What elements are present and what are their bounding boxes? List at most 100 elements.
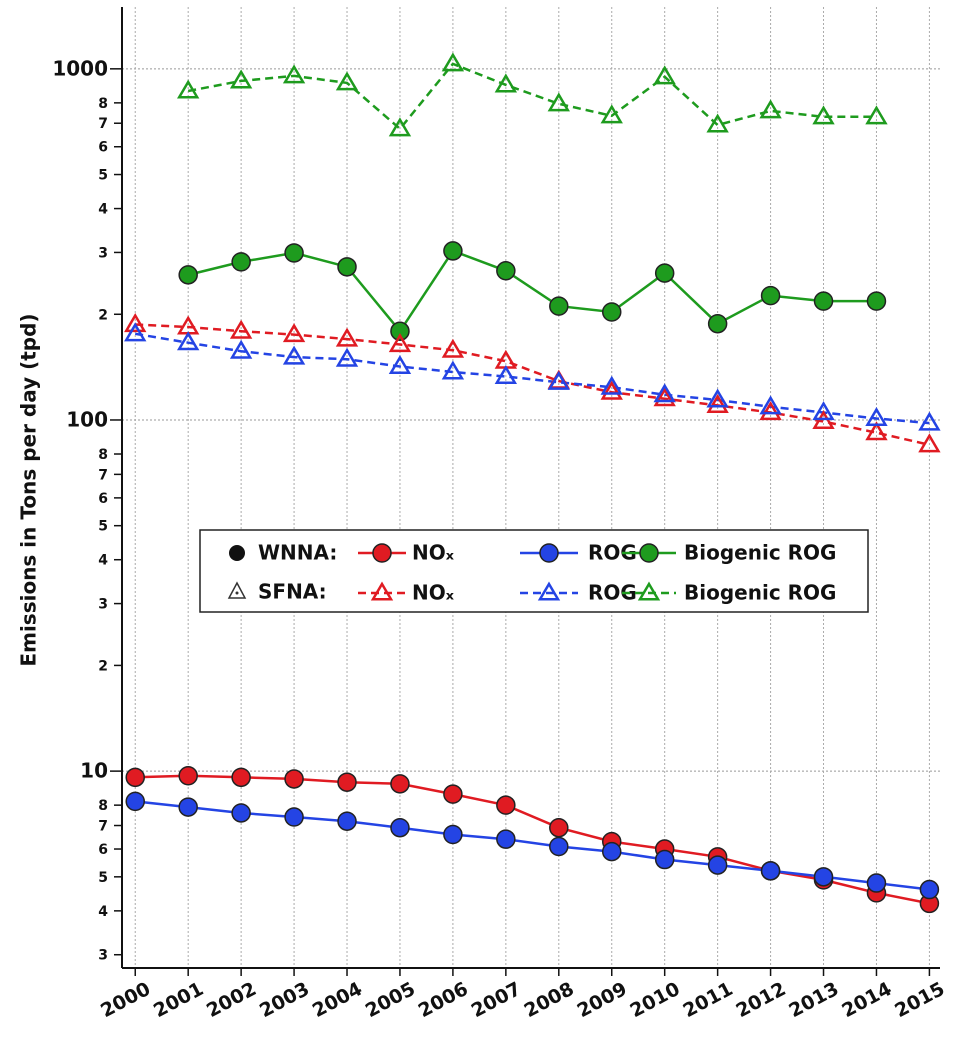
marker (124, 313, 147, 333)
marker (284, 243, 304, 263)
marker (282, 345, 306, 365)
marker (760, 285, 781, 306)
marker (494, 73, 518, 93)
marker (388, 355, 412, 375)
marker (654, 263, 675, 283)
marker (178, 797, 198, 817)
y-tick-label: 7 (98, 116, 108, 132)
y-tick-label: 100 (66, 407, 108, 431)
marker (335, 71, 359, 91)
marker (388, 117, 412, 137)
marker (284, 807, 304, 827)
marker (813, 867, 834, 887)
marker (390, 774, 410, 794)
marker (759, 401, 782, 421)
marker (865, 406, 888, 427)
legend-marker (537, 581, 561, 601)
marker (229, 339, 253, 359)
y-tick-label: 2 (98, 658, 108, 674)
y-tick-label: 6 (98, 140, 108, 156)
marker (282, 64, 306, 84)
marker (813, 291, 834, 311)
marker (549, 836, 569, 857)
marker (759, 99, 782, 119)
marker (547, 92, 570, 112)
x-tick-label: 2007 (468, 978, 525, 1022)
marker (919, 879, 940, 900)
y-tick-label: 3 (98, 597, 108, 613)
marker (812, 401, 835, 421)
marker (707, 313, 728, 334)
marker (866, 291, 887, 311)
marker (494, 365, 518, 385)
legend-group-symbol (227, 581, 247, 599)
marker (443, 824, 463, 845)
marker (601, 302, 622, 322)
legend-marker (637, 581, 661, 601)
marker (284, 769, 304, 789)
y-tick-label: 1000 (52, 56, 108, 80)
marker (337, 772, 357, 792)
x-tick-label: 2008 (521, 978, 578, 1022)
marker (390, 817, 410, 838)
y-tick-label: 5 (98, 519, 108, 535)
series-line (134, 332, 930, 425)
marker (441, 338, 465, 358)
x-tick-label: 2013 (785, 978, 842, 1022)
y-tick-label: 8 (98, 96, 108, 112)
legend-group-symbol (229, 545, 245, 561)
legend-label: NOₓ (412, 541, 455, 565)
marker (706, 388, 729, 408)
marker (707, 855, 728, 875)
legend-marker (370, 581, 394, 601)
marker (337, 257, 357, 277)
marker (654, 849, 675, 870)
legend-group-symbol-dot (235, 591, 239, 595)
marker (337, 811, 357, 831)
marker (653, 65, 676, 85)
y-axis-title: Emissions in Tons per day (tpd) (17, 313, 41, 666)
y-tick-label: 4 (98, 202, 108, 218)
marker (124, 322, 147, 342)
y-tick-label: 7 (98, 819, 108, 835)
y-tick-label: 7 (98, 467, 108, 483)
marker (549, 817, 569, 838)
x-tick-label: 2002 (203, 978, 260, 1022)
marker (549, 296, 569, 316)
legend-group-label: SFNA: (258, 580, 327, 604)
legend-marker (539, 543, 559, 563)
marker (865, 105, 888, 125)
legend-marker (639, 543, 659, 563)
marker (231, 803, 251, 823)
marker (125, 791, 145, 812)
series-markers (124, 52, 941, 914)
marker (178, 766, 198, 786)
marker (176, 79, 200, 99)
legend-label: Biogenic ROG (684, 541, 836, 565)
y-tick-label: 8 (98, 447, 108, 463)
marker (496, 795, 516, 815)
series-line (135, 774, 930, 905)
grid (122, 7, 940, 968)
series-lines (134, 62, 930, 905)
x-tick-label: 2003 (256, 978, 313, 1022)
y-tick-label: 5 (98, 870, 108, 886)
marker (335, 327, 359, 347)
y-tick-label: 5 (98, 168, 108, 184)
x-tick-label: 2012 (732, 978, 789, 1022)
y-tick-label: 8 (98, 798, 108, 814)
marker (231, 767, 251, 788)
legend-group-label: WNNA: (258, 541, 337, 565)
y-tick-label: 4 (98, 553, 108, 569)
marker (125, 767, 145, 788)
marker (653, 387, 676, 407)
marker (653, 383, 676, 403)
y-tick-label: 10 (80, 759, 108, 783)
marker (231, 252, 251, 272)
y-tick-label: 2 (98, 307, 108, 323)
marker (443, 241, 463, 261)
marker (812, 410, 835, 430)
y-tick-label: 4 (98, 904, 108, 920)
